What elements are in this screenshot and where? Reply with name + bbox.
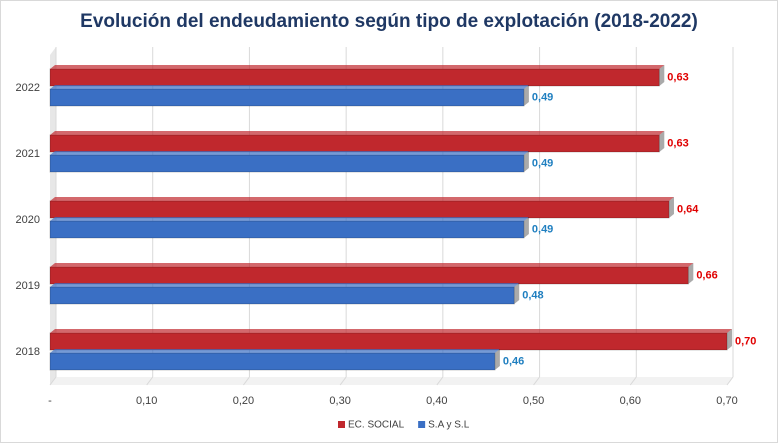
value-label: 0,49: [532, 91, 553, 103]
bar-top: [50, 217, 529, 221]
value-label: 0,48: [522, 289, 543, 301]
value-label: 0,63: [667, 137, 688, 149]
bar: [49, 88, 525, 107]
bar-top: [50, 85, 529, 89]
bar-top: [50, 329, 732, 333]
y-tick-label: 2022: [16, 82, 40, 94]
bar-top: [50, 131, 665, 135]
bar-side: [523, 151, 529, 172]
bar-side: [659, 131, 665, 152]
legend-label: EC. SOCIAL: [348, 420, 405, 431]
value-label: 0,64: [677, 203, 699, 215]
bar: [49, 68, 660, 87]
chart-title: Evolución del endeudamiento según tipo d…: [80, 11, 698, 32]
legend-swatch: [418, 421, 426, 428]
x-tick-label: 0,20: [233, 395, 254, 407]
bar: [49, 200, 670, 219]
bar-side: [523, 85, 529, 106]
grid-line: [726, 376, 734, 386]
bar-top: [50, 197, 674, 201]
x-tick-label: 0,70: [716, 395, 737, 407]
y-tick-label: 2021: [16, 148, 40, 160]
x-tick-label: 0,60: [620, 395, 641, 407]
bar: [49, 266, 689, 285]
grid-line: [339, 376, 347, 386]
bar-side: [668, 197, 674, 218]
grid-line: [49, 376, 57, 386]
bar-side: [688, 263, 694, 284]
bar-side: [514, 283, 520, 304]
bar: [49, 154, 525, 173]
bar-side: [494, 349, 500, 370]
bar: [49, 332, 728, 351]
bar: [49, 352, 496, 371]
x-tick-label: 0,10: [136, 395, 157, 407]
grid-line: [243, 376, 250, 386]
grid-line: [436, 376, 444, 386]
bar-top: [50, 263, 694, 267]
value-label: 0,46: [503, 355, 524, 367]
value-label: 0,66: [696, 269, 717, 281]
bar-top: [50, 283, 520, 287]
value-label: 0,70: [735, 335, 756, 347]
bar-side: [727, 329, 732, 350]
bar-side: [659, 65, 665, 86]
bar-top: [50, 349, 500, 353]
bar-top: [50, 151, 529, 155]
x-tick-label: 0,30: [329, 395, 350, 407]
bar: [49, 220, 525, 239]
legend-swatch: [338, 421, 345, 428]
grid-line: [533, 376, 540, 386]
y-tick-label: 2020: [16, 214, 40, 226]
x-tick-label: -: [48, 395, 52, 407]
bar-side: [523, 217, 529, 238]
value-label: 0,49: [532, 223, 553, 235]
y-tick-label: 2019: [16, 280, 40, 292]
legend-label: S.A y S.L: [428, 420, 470, 431]
value-label: 0,49: [532, 157, 553, 169]
value-label: 0,63: [667, 71, 688, 83]
x-tick-label: 0,50: [523, 395, 544, 407]
y-tick-label: 2018: [16, 346, 40, 358]
bar: [49, 286, 515, 305]
grid-line: [146, 376, 154, 386]
x-tick-label: 0,40: [426, 395, 447, 407]
plot-floor: [50, 377, 733, 385]
grid-line: [629, 376, 637, 386]
bar: [49, 134, 660, 153]
bar-top: [50, 65, 665, 69]
